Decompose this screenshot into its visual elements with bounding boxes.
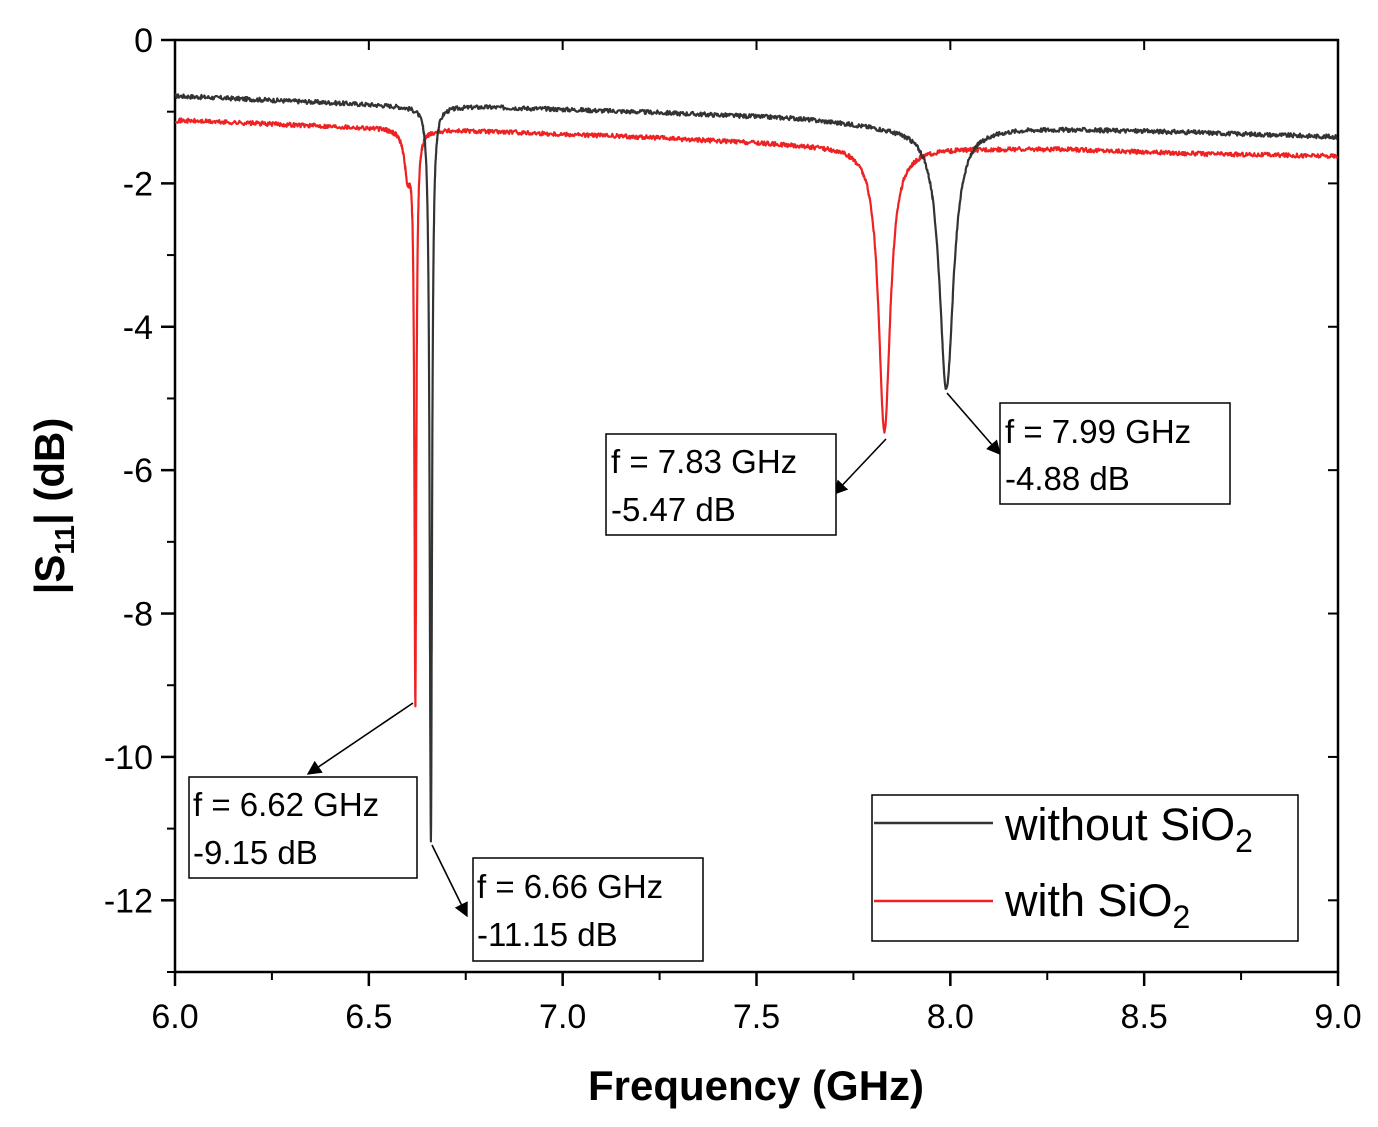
y-tick-label: -2 (123, 165, 153, 203)
annotation-box (605, 433, 837, 536)
annotation-freq: f = 6.66 GHz (477, 868, 663, 905)
x-tick-label: 6.5 (345, 998, 392, 1036)
series-line-with-sio2 (174, 117, 1339, 708)
annotation-value: -4.88 dB (1005, 460, 1130, 497)
annotation-arrow (946, 392, 1001, 456)
x-tick-label: 8.0 (927, 998, 974, 1036)
annotation-box (472, 857, 704, 962)
annotation-value: -11.15 dB (477, 916, 618, 953)
annotation-arrow (431, 844, 468, 918)
x-tick-label: 7.5 (733, 998, 780, 1036)
annotation-7-99ghz: f = 7.99 GHz -4.88 dB (946, 392, 1231, 505)
y-axis-title-main: |S (26, 555, 74, 595)
series-line-without-sio2 (174, 93, 1338, 843)
x-tick-label: 6.0 (151, 998, 198, 1036)
annotation-freq: f = 7.83 GHz (611, 443, 797, 480)
legend-label-subscript: 2 (1173, 899, 1191, 935)
y-tick-label: -6 (123, 452, 153, 490)
y-tick-label: -10 (104, 739, 153, 777)
x-axis-title: Frequency (GHz) (588, 1062, 924, 1109)
legend-label-main: without SiO (1004, 799, 1235, 850)
annotation-box (999, 402, 1231, 505)
annotation-6-62ghz: f = 6.62 GHz -9.15 dB (188, 702, 418, 879)
y-axis-title: |S11| (dB) (26, 418, 80, 595)
legend-box (871, 794, 1299, 942)
annotation-freq: f = 7.99 GHz (1005, 413, 1191, 450)
series-group (174, 93, 1339, 843)
x-axis: 6.0 6.5 7.0 7.5 8.0 8.5 9.0 (151, 40, 1362, 1036)
annotation-7-83ghz: f = 7.83 GHz -5.47 dB (605, 433, 887, 536)
annotation-value: -9.15 dB (193, 834, 318, 871)
annotation-value: -5.47 dB (611, 491, 736, 528)
legend: without SiO2 with SiO2 (871, 794, 1299, 942)
y-tick-label: 0 (134, 22, 153, 60)
x-tick-label: 9.0 (1314, 998, 1361, 1036)
legend-label-main: with SiO (1004, 875, 1173, 926)
annotation-6-66ghz: f = 6.66 GHz -11.15 dB (431, 844, 704, 962)
y-tick-label: -4 (123, 309, 153, 347)
annotation-freq: f = 6.62 GHz (193, 786, 379, 823)
annotation-arrow (306, 702, 414, 775)
annotation-box (188, 776, 418, 879)
y-axis: 0 -2 -4 -6 -8 -10 -12 (104, 22, 1338, 973)
x-tick-label: 8.5 (1121, 998, 1168, 1036)
x-tick-label: 7.0 (539, 998, 586, 1036)
y-tick-label: -8 (123, 596, 153, 634)
legend-label-with-sio2: with SiO2 (1004, 875, 1190, 935)
y-axis-title-subscript: 11 (49, 525, 80, 555)
y-axis-title-end: | (dB) (26, 418, 74, 525)
legend-label-without-sio2: without SiO2 (1004, 799, 1253, 859)
y-tick-label: -12 (104, 882, 153, 920)
legend-label-subscript: 2 (1235, 823, 1253, 859)
annotation-arrow (833, 438, 887, 496)
